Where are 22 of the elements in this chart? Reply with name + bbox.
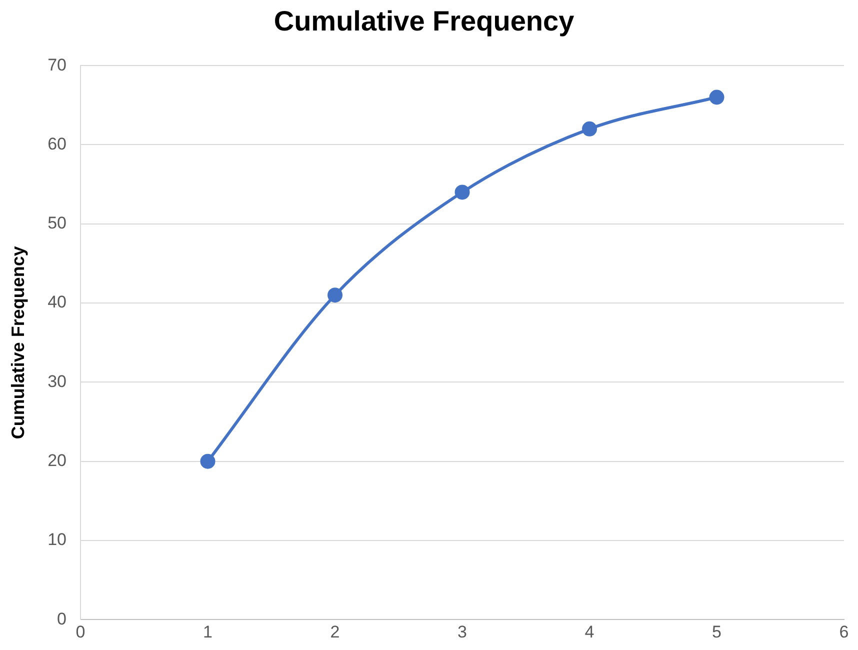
- x-tick-label: 3: [458, 622, 467, 642]
- y-tick-label: 50: [48, 214, 67, 233]
- point: [200, 454, 216, 469]
- y-tick-label: 0: [57, 609, 67, 628]
- point: [328, 288, 343, 303]
- point: [454, 184, 470, 200]
- x-tick-label: 4: [584, 622, 594, 642]
- y-tick-label: 60: [48, 134, 67, 154]
- point: [709, 90, 724, 105]
- x-tick-label: 1: [203, 622, 212, 642]
- y-tick-label: 70: [48, 55, 67, 74]
- x-tick-label: 2: [330, 622, 340, 642]
- x-tick-label: 6: [839, 622, 849, 642]
- y-axis-title: Cumulative Frequency: [8, 246, 28, 440]
- y-tick-label: 40: [48, 292, 67, 312]
- y-tick-label: 30: [48, 372, 67, 391]
- y-tick-label: 20: [48, 451, 67, 470]
- x-tick-label: 0: [76, 622, 86, 642]
- chart-title: Cumulative Frequency: [274, 6, 575, 37]
- point: [582, 121, 598, 136]
- y-tick-label: 10: [48, 530, 67, 550]
- x-tick-label: 5: [712, 622, 722, 642]
